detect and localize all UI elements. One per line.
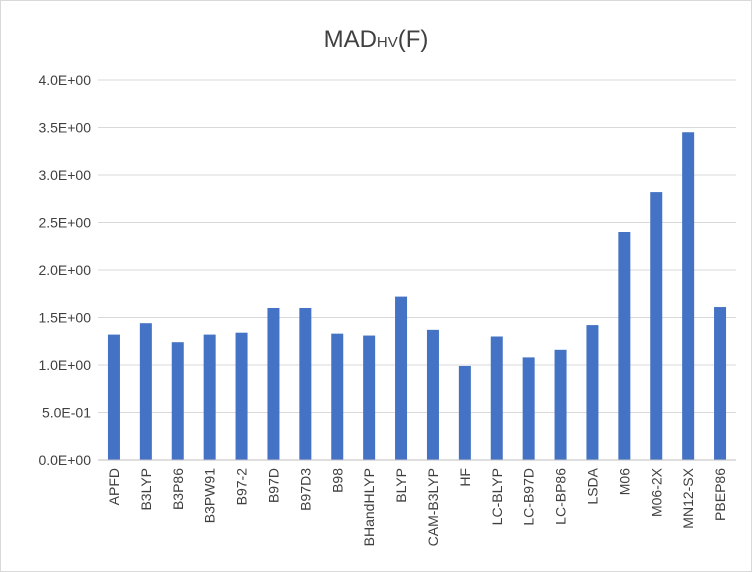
bar-lsda [586, 325, 599, 460]
bar-blyp [395, 296, 408, 460]
y-tick-label: 2.5E+00 [38, 215, 91, 231]
y-tick-label: 3.0E+00 [38, 167, 91, 183]
x-tick-label: LSDA [584, 467, 600, 504]
bar-pbep86 [714, 307, 727, 460]
y-tick-label: 1.0E+00 [38, 357, 91, 373]
y-tick-label: 3.5E+00 [38, 120, 91, 136]
bars [107, 132, 727, 460]
bar-b98 [331, 333, 344, 460]
chart-title: MADHV(F) [324, 26, 429, 53]
x-tick-label: MN12-SX [680, 467, 696, 528]
y-tick-label: 5.0E-01 [42, 405, 91, 421]
x-tick-label: B97D3 [297, 468, 313, 511]
bar-b3lyp [139, 323, 152, 460]
x-tick-label: B3LYP [138, 468, 154, 511]
bar-m06 [618, 232, 631, 460]
x-tick-label: LC-BP86 [553, 468, 569, 525]
chart-title-subscript: HV [377, 34, 398, 51]
bar-cam-b3lyp [426, 329, 439, 460]
x-tick-label: BLYP [393, 468, 409, 503]
x-tick-label: B97D [265, 468, 281, 503]
bar-b97d [267, 308, 280, 460]
y-tick-label: 4.0E+00 [38, 72, 91, 88]
bar-bhandhlyp [363, 335, 376, 460]
bar-b97d3 [299, 308, 312, 460]
x-tick-label: M06-2X [648, 467, 664, 517]
bar-b3pw91 [203, 334, 216, 460]
x-tick-label: HF [457, 468, 473, 487]
x-axis-tick-labels: APFD B3LYP B3P86 B3PW91 B97-2 B97D B97D3 B98 BHa… [106, 467, 728, 546]
x-tick-label: B3PW91 [202, 468, 218, 523]
chart-title-main: MAD [324, 26, 377, 53]
x-tick-label: APFD [106, 468, 122, 505]
y-axis-tick-labels: 0.0E+00 5.0E-01 1.0E+00 1.5E+00 2.0E+00 2.5E+… [38, 72, 91, 468]
x-tick-label: CAM-B3LYP [425, 468, 441, 546]
x-tick-label: B3P86 [170, 468, 186, 510]
x-tick-label: PBEP86 [712, 468, 728, 521]
bar-b3p86 [171, 342, 184, 460]
x-tick-label: M06 [616, 468, 632, 495]
bar-b97-2 [235, 332, 248, 460]
y-tick-label: 2.0E+00 [38, 262, 91, 278]
y-tick-label: 1.5E+00 [38, 310, 91, 326]
bar-lc-bp86 [554, 349, 567, 460]
y-tick-label: 0.0E+00 [38, 452, 91, 468]
bar-m06-2x [650, 192, 663, 460]
x-tick-label: B98 [329, 468, 345, 493]
bar-lc-blyp [490, 336, 503, 460]
bar-apfd [107, 334, 120, 460]
bar-mn12-sx [682, 132, 695, 460]
gridlines [98, 79, 736, 413]
chart-title-suffix: (F) [398, 26, 429, 53]
bar-hf [458, 365, 471, 460]
x-tick-label: LC-B97D [521, 468, 537, 526]
x-tick-label: BHandHLYP [361, 468, 377, 546]
x-tick-label: LC-BLYP [489, 468, 505, 525]
x-tick-label: B97-2 [234, 468, 250, 506]
bar-lc-b97d [522, 357, 535, 460]
